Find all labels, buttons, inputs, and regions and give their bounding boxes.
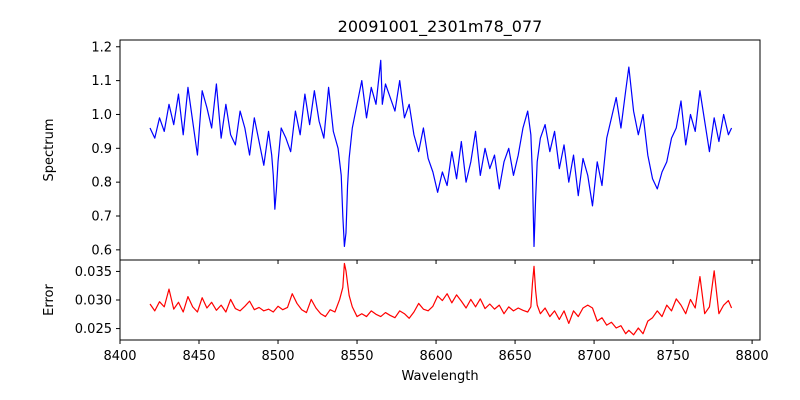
error-y-tick-label: 0.035 — [75, 265, 112, 280]
chart-title: 20091001_2301m78_077 — [338, 17, 543, 37]
spectrum-y-tick-label: 1.1 — [91, 74, 112, 89]
error-y-tick-label: 0.025 — [75, 322, 112, 337]
spectrum-y-tick-label: 0.6 — [91, 243, 112, 258]
spectrum-y-tick-label: 0.8 — [91, 176, 112, 191]
spectrum-y-tick-label: 0.9 — [91, 142, 112, 157]
x-axis-label: Wavelength — [401, 369, 478, 384]
spectrum-y-tick-label: 1.2 — [91, 40, 112, 55]
error-x-tick-label: 8650 — [499, 349, 532, 364]
spectrum-y-axis-label: Spectrum — [42, 119, 57, 182]
error-x-tick-label: 8750 — [657, 349, 690, 364]
error-x-tick-label: 8400 — [103, 349, 136, 364]
error-x-tick-label: 8450 — [182, 349, 215, 364]
spectrum-y-tick-label: 1.0 — [91, 108, 112, 123]
spectrum-y-axis: 0.6 0.7 0.8 0.9 1.0 1.1 1.2 — [91, 40, 120, 258]
error-y-axis-label: Error — [42, 284, 57, 316]
error-x-tick-label: 8500 — [261, 349, 294, 364]
error-x-tick-label: 8550 — [340, 349, 373, 364]
error-y-axis: 0.025 0.030 0.035 — [75, 265, 120, 337]
error-x-tick-label: 8700 — [578, 349, 611, 364]
error-panel: 0.025 0.030 0.035 8400 8450 8500 8550 8600 8650… — [42, 259, 769, 384]
error-y-tick-label: 0.030 — [75, 294, 112, 309]
spectrum-y-tick-label: 0.7 — [91, 210, 112, 225]
spectrum-series-line — [149, 59, 733, 248]
error-x-axis: 8400 8450 8500 8550 8600 8650 8700 8750 8800 — [103, 340, 769, 364]
error-series-line — [149, 262, 733, 336]
error-x-tick-label: 8600 — [420, 349, 453, 364]
error-x-tick-label: 8800 — [736, 349, 769, 364]
